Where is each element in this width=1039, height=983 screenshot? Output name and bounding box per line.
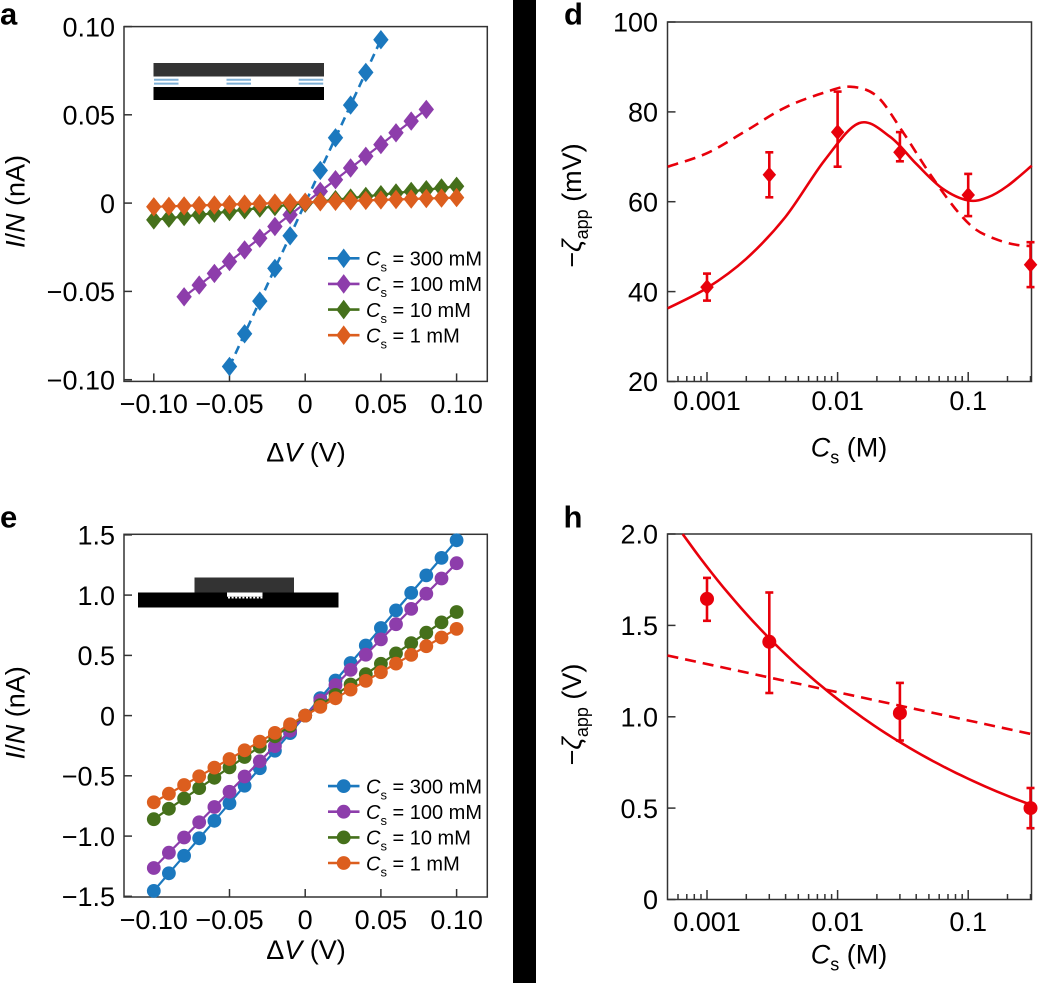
- svg-text:60: 60: [628, 187, 658, 217]
- svg-text:h: h: [564, 500, 583, 535]
- svg-text:−1.0: −1.0: [62, 822, 115, 852]
- svg-text:1.5: 1.5: [77, 521, 115, 551]
- svg-text:0.10: 0.10: [430, 389, 483, 419]
- svg-text:Cs = 300 mM: Cs = 300 mM: [366, 249, 482, 275]
- svg-text:d: d: [564, 0, 583, 32]
- svg-text:Cs = 1 mM: Cs = 1 mM: [366, 853, 460, 879]
- svg-text:−ζapp (mV): −ζapp (mV): [557, 143, 592, 267]
- svg-text:−0.10: −0.10: [47, 365, 115, 395]
- svg-text:−0.10: −0.10: [120, 905, 188, 935]
- svg-text:0.05: 0.05: [62, 101, 115, 131]
- svg-text:e: e: [0, 500, 17, 535]
- svg-text:−0.5: −0.5: [62, 762, 115, 792]
- svg-text:0.01: 0.01: [811, 386, 864, 416]
- svg-text:0.05: 0.05: [355, 389, 408, 419]
- svg-text:I/N (nA): I/N (nA): [1, 155, 31, 248]
- svg-text:Cs = 10 mM: Cs = 10 mM: [366, 828, 471, 854]
- svg-text:Cs (M): Cs (M): [811, 940, 887, 975]
- svg-text:0: 0: [100, 189, 115, 219]
- svg-text:−0.05: −0.05: [195, 905, 263, 935]
- svg-text:0.10: 0.10: [62, 12, 115, 42]
- svg-text:1.0: 1.0: [77, 581, 115, 611]
- svg-text:0.5: 0.5: [77, 641, 115, 671]
- svg-text:0: 0: [298, 905, 313, 935]
- svg-text:0.1: 0.1: [949, 907, 987, 937]
- svg-text:−0.10: −0.10: [120, 389, 188, 419]
- svg-text:ΔV (V): ΔV (V): [266, 935, 346, 965]
- svg-text:Cs = 10 mM: Cs = 10 mM: [366, 300, 471, 326]
- svg-text:0.5: 0.5: [620, 794, 658, 824]
- svg-text:0: 0: [298, 389, 313, 419]
- svg-text:Cs = 100 mM: Cs = 100 mM: [366, 274, 482, 300]
- svg-text:Cs = 300 mM: Cs = 300 mM: [366, 776, 482, 802]
- svg-text:2.0: 2.0: [620, 520, 658, 550]
- svg-text:0.001: 0.001: [673, 386, 741, 416]
- svg-text:0.10: 0.10: [430, 905, 483, 935]
- svg-text:100: 100: [613, 8, 658, 38]
- svg-text:40: 40: [628, 277, 658, 307]
- svg-text:0: 0: [643, 885, 658, 915]
- svg-text:Cs = 1 mM: Cs = 1 mM: [366, 326, 460, 352]
- svg-text:0: 0: [100, 701, 115, 731]
- svg-text:−0.05: −0.05: [47, 277, 115, 307]
- svg-text:ΔV (V): ΔV (V): [266, 438, 346, 468]
- svg-text:0.001: 0.001: [673, 907, 741, 937]
- svg-text:a: a: [0, 0, 18, 32]
- svg-text:1.5: 1.5: [620, 611, 658, 641]
- svg-text:Cs (M): Cs (M): [811, 433, 887, 468]
- svg-text:20: 20: [628, 367, 658, 397]
- svg-text:0.05: 0.05: [355, 905, 408, 935]
- svg-text:1.0: 1.0: [620, 703, 658, 733]
- svg-text:80: 80: [628, 98, 658, 128]
- svg-text:−1.5: −1.5: [62, 882, 115, 912]
- svg-text:Cs = 100 mM: Cs = 100 mM: [366, 802, 482, 828]
- svg-text:0.1: 0.1: [949, 386, 987, 416]
- svg-text:I/N (nA): I/N (nA): [1, 666, 31, 759]
- svg-text:0.01: 0.01: [811, 907, 864, 937]
- svg-text:−0.05: −0.05: [195, 389, 263, 419]
